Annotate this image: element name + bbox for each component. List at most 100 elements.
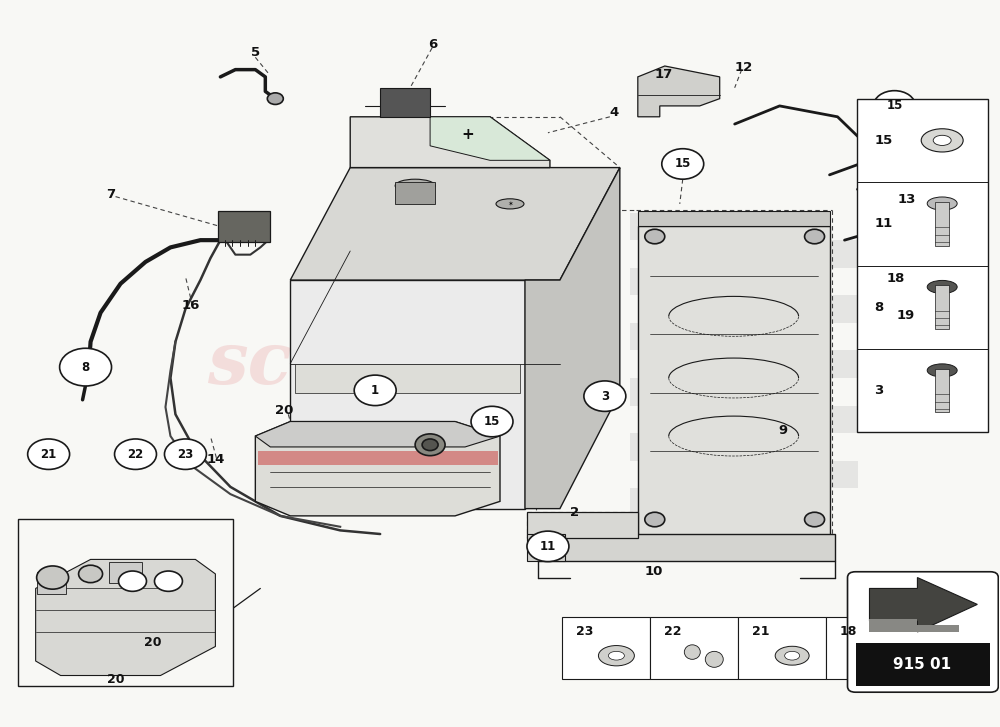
FancyBboxPatch shape [857,99,988,433]
Ellipse shape [785,651,800,660]
FancyBboxPatch shape [744,406,782,433]
FancyBboxPatch shape [782,323,820,350]
Polygon shape [869,577,977,632]
FancyBboxPatch shape [744,350,782,378]
FancyBboxPatch shape [109,561,142,582]
FancyBboxPatch shape [782,433,820,461]
FancyBboxPatch shape [744,295,782,323]
Text: 22: 22 [127,448,144,461]
Text: 20: 20 [275,404,293,417]
Circle shape [873,91,915,121]
Polygon shape [527,513,638,538]
Circle shape [805,229,825,244]
FancyBboxPatch shape [630,268,668,295]
Text: 13: 13 [897,193,916,206]
Polygon shape [290,280,525,509]
Ellipse shape [705,651,723,667]
Text: 5: 5 [251,47,260,60]
Circle shape [415,434,445,456]
FancyBboxPatch shape [630,378,668,406]
Text: 23: 23 [576,624,593,638]
Circle shape [267,93,283,105]
Polygon shape [36,559,215,675]
Polygon shape [538,534,835,561]
Circle shape [805,513,825,527]
FancyBboxPatch shape [650,617,738,679]
Text: 16: 16 [181,299,200,312]
Text: 19: 19 [896,309,915,322]
FancyBboxPatch shape [706,433,744,461]
FancyBboxPatch shape [668,350,706,378]
Circle shape [527,531,569,561]
Polygon shape [350,117,550,168]
FancyBboxPatch shape [820,350,858,378]
Text: 15: 15 [886,100,903,113]
Circle shape [422,439,438,451]
Circle shape [60,348,112,386]
Text: 10: 10 [645,565,663,577]
Text: 1: 1 [371,384,379,397]
Text: 20: 20 [107,672,124,686]
Text: 8: 8 [874,301,884,314]
Ellipse shape [395,179,435,192]
Polygon shape [525,168,620,509]
Text: 3: 3 [874,384,884,397]
Text: 23: 23 [177,448,194,461]
Text: 15: 15 [675,158,691,170]
Polygon shape [858,291,875,305]
Circle shape [354,375,396,406]
Circle shape [115,439,156,470]
FancyBboxPatch shape [562,617,650,679]
Circle shape [119,571,146,591]
Text: scuderia: scuderia [207,328,553,399]
FancyBboxPatch shape [820,406,858,433]
Ellipse shape [598,646,634,666]
Polygon shape [295,364,520,393]
Text: 18: 18 [886,272,905,285]
Text: 9: 9 [778,424,787,437]
FancyBboxPatch shape [668,240,706,268]
Ellipse shape [927,281,957,294]
FancyBboxPatch shape [820,240,858,268]
Ellipse shape [921,129,963,152]
Text: 14: 14 [206,453,225,466]
Circle shape [662,149,704,179]
Text: 17: 17 [655,68,673,81]
Ellipse shape [775,646,809,665]
FancyBboxPatch shape [738,617,826,679]
FancyBboxPatch shape [706,268,744,295]
Text: ✶: ✶ [507,201,513,207]
Text: +: + [462,127,474,142]
Text: 21: 21 [752,624,769,638]
Polygon shape [527,534,565,561]
FancyBboxPatch shape [37,572,66,593]
Text: 4: 4 [609,106,618,119]
Text: 11: 11 [874,217,893,230]
FancyBboxPatch shape [668,406,706,433]
Text: 20: 20 [144,636,161,649]
Circle shape [645,513,665,527]
FancyBboxPatch shape [782,378,820,406]
FancyBboxPatch shape [782,212,820,240]
FancyBboxPatch shape [218,211,270,241]
FancyBboxPatch shape [820,295,858,323]
FancyBboxPatch shape [706,378,744,406]
Text: 18: 18 [840,624,857,638]
Text: 3: 3 [601,390,609,403]
FancyBboxPatch shape [935,369,949,412]
Text: car parts: car parts [323,410,437,433]
FancyBboxPatch shape [668,295,706,323]
Ellipse shape [608,651,624,660]
FancyBboxPatch shape [935,202,949,246]
Text: 915 01: 915 01 [893,657,951,672]
FancyBboxPatch shape [868,641,892,654]
FancyBboxPatch shape [826,617,913,679]
FancyBboxPatch shape [782,489,820,516]
FancyBboxPatch shape [782,268,820,295]
Polygon shape [258,451,498,465]
Polygon shape [380,88,430,117]
Text: 15: 15 [484,415,500,428]
Ellipse shape [684,645,700,659]
FancyBboxPatch shape [18,519,233,686]
FancyBboxPatch shape [706,212,744,240]
